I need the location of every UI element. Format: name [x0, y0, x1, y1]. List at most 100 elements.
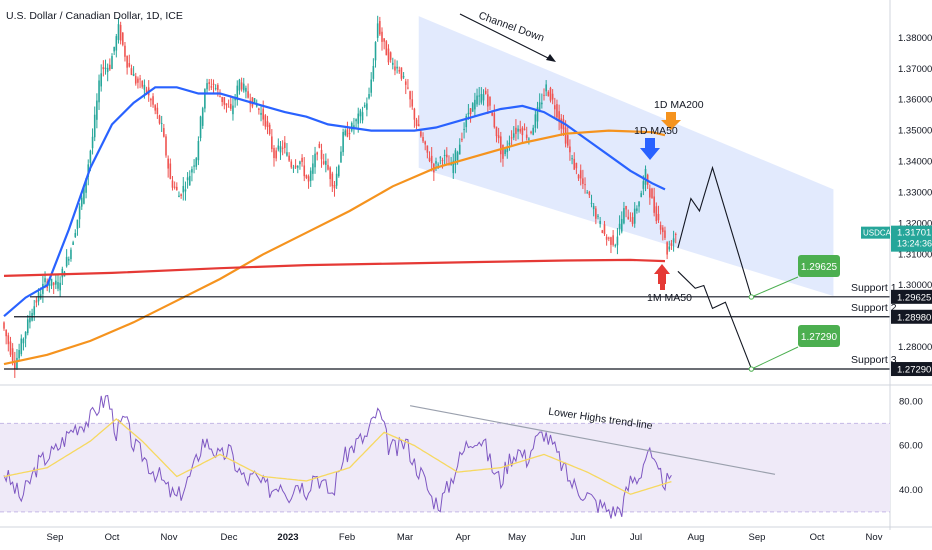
candle-body — [152, 96, 154, 105]
candle-body — [629, 220, 632, 222]
candle-body — [413, 108, 416, 120]
candle-body — [342, 131, 344, 153]
candle-body — [389, 52, 392, 60]
candle-body — [573, 158, 576, 170]
candle-body — [163, 128, 165, 137]
candle-body — [130, 68, 133, 75]
time-axis: Sep Oct Nov Dec 2023 Feb Mar Apr May Jun Jul Aug Sep… — [0, 526, 932, 543]
candle-body — [284, 142, 286, 149]
candle-body — [359, 110, 362, 117]
candle-body — [5, 329, 7, 337]
candle-body — [247, 91, 249, 98]
projection-path-1 — [677, 165, 752, 298]
candle-body — [93, 114, 96, 138]
price-tick: 1.31000 — [898, 249, 932, 260]
candle-body — [512, 133, 515, 138]
candle-body — [631, 217, 634, 225]
candle-body — [417, 124, 420, 127]
ma200-arrow — [661, 112, 681, 130]
candle-body — [484, 90, 487, 94]
candle-body — [61, 268, 64, 278]
candle-body — [171, 180, 174, 188]
price-tick: 1.36000 — [898, 95, 932, 106]
candle-body — [20, 338, 23, 355]
candle-body — [437, 164, 439, 166]
candle-body — [379, 21, 381, 35]
time-tick: 2023 — [277, 532, 298, 543]
channel-arrow-head — [546, 54, 556, 62]
candle-body — [357, 113, 360, 124]
channel-arrow-line — [459, 13, 553, 61]
candle-body — [620, 218, 623, 232]
candle-body — [407, 87, 409, 89]
candle-body — [9, 341, 12, 355]
candle-body — [325, 160, 327, 165]
candle-body — [590, 202, 593, 204]
candle-body — [469, 108, 472, 115]
chart-title: U.S. Dollar / Canadian Dollar, 1D, ICE — [6, 10, 183, 22]
candle-body — [353, 125, 355, 128]
candle-body — [536, 107, 539, 122]
rsi-tick: 60.00 — [899, 441, 923, 452]
candle-body — [305, 175, 308, 178]
candle-body — [156, 107, 159, 115]
candle-body — [238, 79, 241, 91]
candle-body — [318, 143, 321, 148]
candle-body — [102, 67, 105, 70]
candle-body — [614, 245, 617, 247]
candle-body — [664, 230, 666, 238]
candle-body — [560, 118, 563, 129]
candle-body — [217, 85, 219, 90]
candle-body — [242, 83, 245, 91]
candle-body — [195, 158, 198, 167]
candle-body — [253, 98, 256, 104]
candle-body — [480, 93, 483, 103]
candle-body — [493, 113, 496, 128]
candle-body — [510, 137, 513, 139]
time-tick: Jul — [630, 532, 642, 543]
level-price-tag — [891, 362, 932, 377]
time-tick: Sep — [749, 532, 766, 543]
candle-body — [385, 41, 388, 56]
candle-body — [610, 237, 612, 245]
support-label: Support 1 — [851, 282, 897, 294]
ma50-line — [3, 86, 666, 318]
candle-body — [366, 103, 368, 110]
candle-body — [458, 144, 461, 155]
candle-body — [456, 152, 459, 160]
candle-body — [554, 105, 556, 110]
candle-body — [78, 206, 81, 220]
time-tick: Nov — [866, 532, 883, 543]
candle-body — [236, 85, 239, 101]
level-price-tag — [891, 309, 932, 324]
level-price-value: 1.27290 — [897, 365, 931, 376]
candle-body — [266, 121, 269, 128]
ma50-label: 1D MA50 — [634, 125, 678, 137]
candle-body — [523, 128, 526, 130]
candle-body — [208, 82, 210, 84]
rsi-tick: 80.00 — [899, 396, 923, 407]
candle-body — [372, 66, 375, 79]
candle-body — [72, 242, 74, 245]
candle-body — [616, 236, 619, 246]
candle-body — [169, 163, 172, 179]
target-label: 1.27290 — [801, 332, 838, 343]
candle-body — [180, 194, 182, 197]
candle-body — [309, 170, 312, 181]
candle-body — [292, 167, 295, 169]
candle-body — [320, 149, 323, 160]
candle-body — [666, 242, 668, 255]
candle-body — [115, 36, 118, 51]
candle-body — [240, 82, 243, 90]
candle-body — [204, 89, 206, 109]
candle-body — [191, 169, 193, 173]
candle-body — [672, 238, 675, 243]
candle-body — [57, 282, 59, 289]
candle-body — [80, 197, 83, 207]
candle-body — [653, 196, 655, 213]
candle-body — [340, 151, 342, 163]
candle-body — [212, 83, 215, 85]
symbol-tag-label: USDCAD — [863, 229, 897, 238]
candle-body — [588, 191, 591, 196]
candle-body — [221, 96, 223, 103]
